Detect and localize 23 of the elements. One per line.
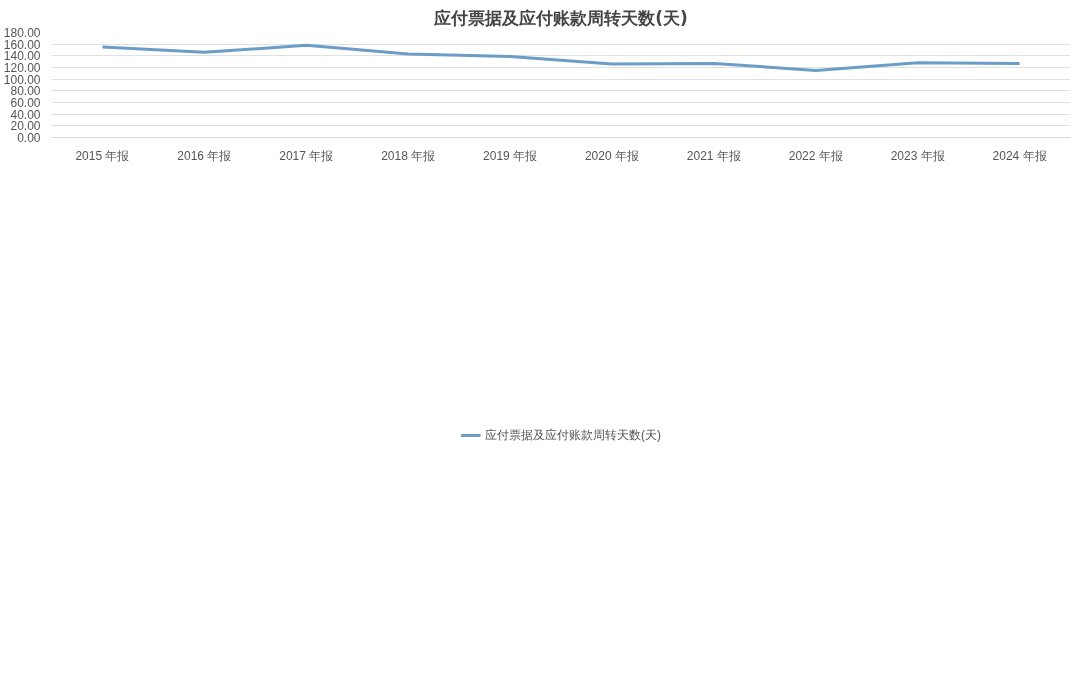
- y-tick-label: 60.00: [10, 96, 41, 110]
- y-tick-label: 140.00: [3, 49, 41, 64]
- y-tick-label: 100.00: [3, 72, 41, 87]
- legend-label: 应付票据及应付账款周转天数(天): [485, 426, 661, 444]
- y-tick-label: 120.00: [3, 61, 41, 75]
- x-tick-label: 2017 年报: [279, 148, 334, 163]
- y-tick-label: 20.00: [10, 119, 41, 134]
- x-tick-label: 2016 年报: [177, 148, 232, 163]
- y-tick-label: 80.00: [10, 84, 41, 99]
- x-tick-label: 2018 年报: [381, 148, 436, 163]
- x-tick-label: 2020 年报: [584, 148, 639, 163]
- y-tick-label: 0.00: [17, 131, 41, 145]
- x-tick-label: 2021 年报: [686, 148, 741, 163]
- y-tick-label: 40.00: [10, 107, 41, 122]
- x-tick-label: 2019 年报: [483, 148, 538, 163]
- x-tick-label: 2015 年报: [75, 148, 130, 163]
- y-tick-label: 180.00: [3, 26, 41, 40]
- x-tick-label: 2022 年报: [788, 148, 843, 163]
- x-tick-label: 2023 年报: [890, 148, 945, 163]
- x-tick-label: 2024 年报: [992, 148, 1047, 163]
- chart-title: 应付票据及应付账款周转天数(天): [433, 7, 688, 28]
- y-tick-label: 160.00: [3, 37, 41, 52]
- line-series: [100, 43, 1022, 72]
